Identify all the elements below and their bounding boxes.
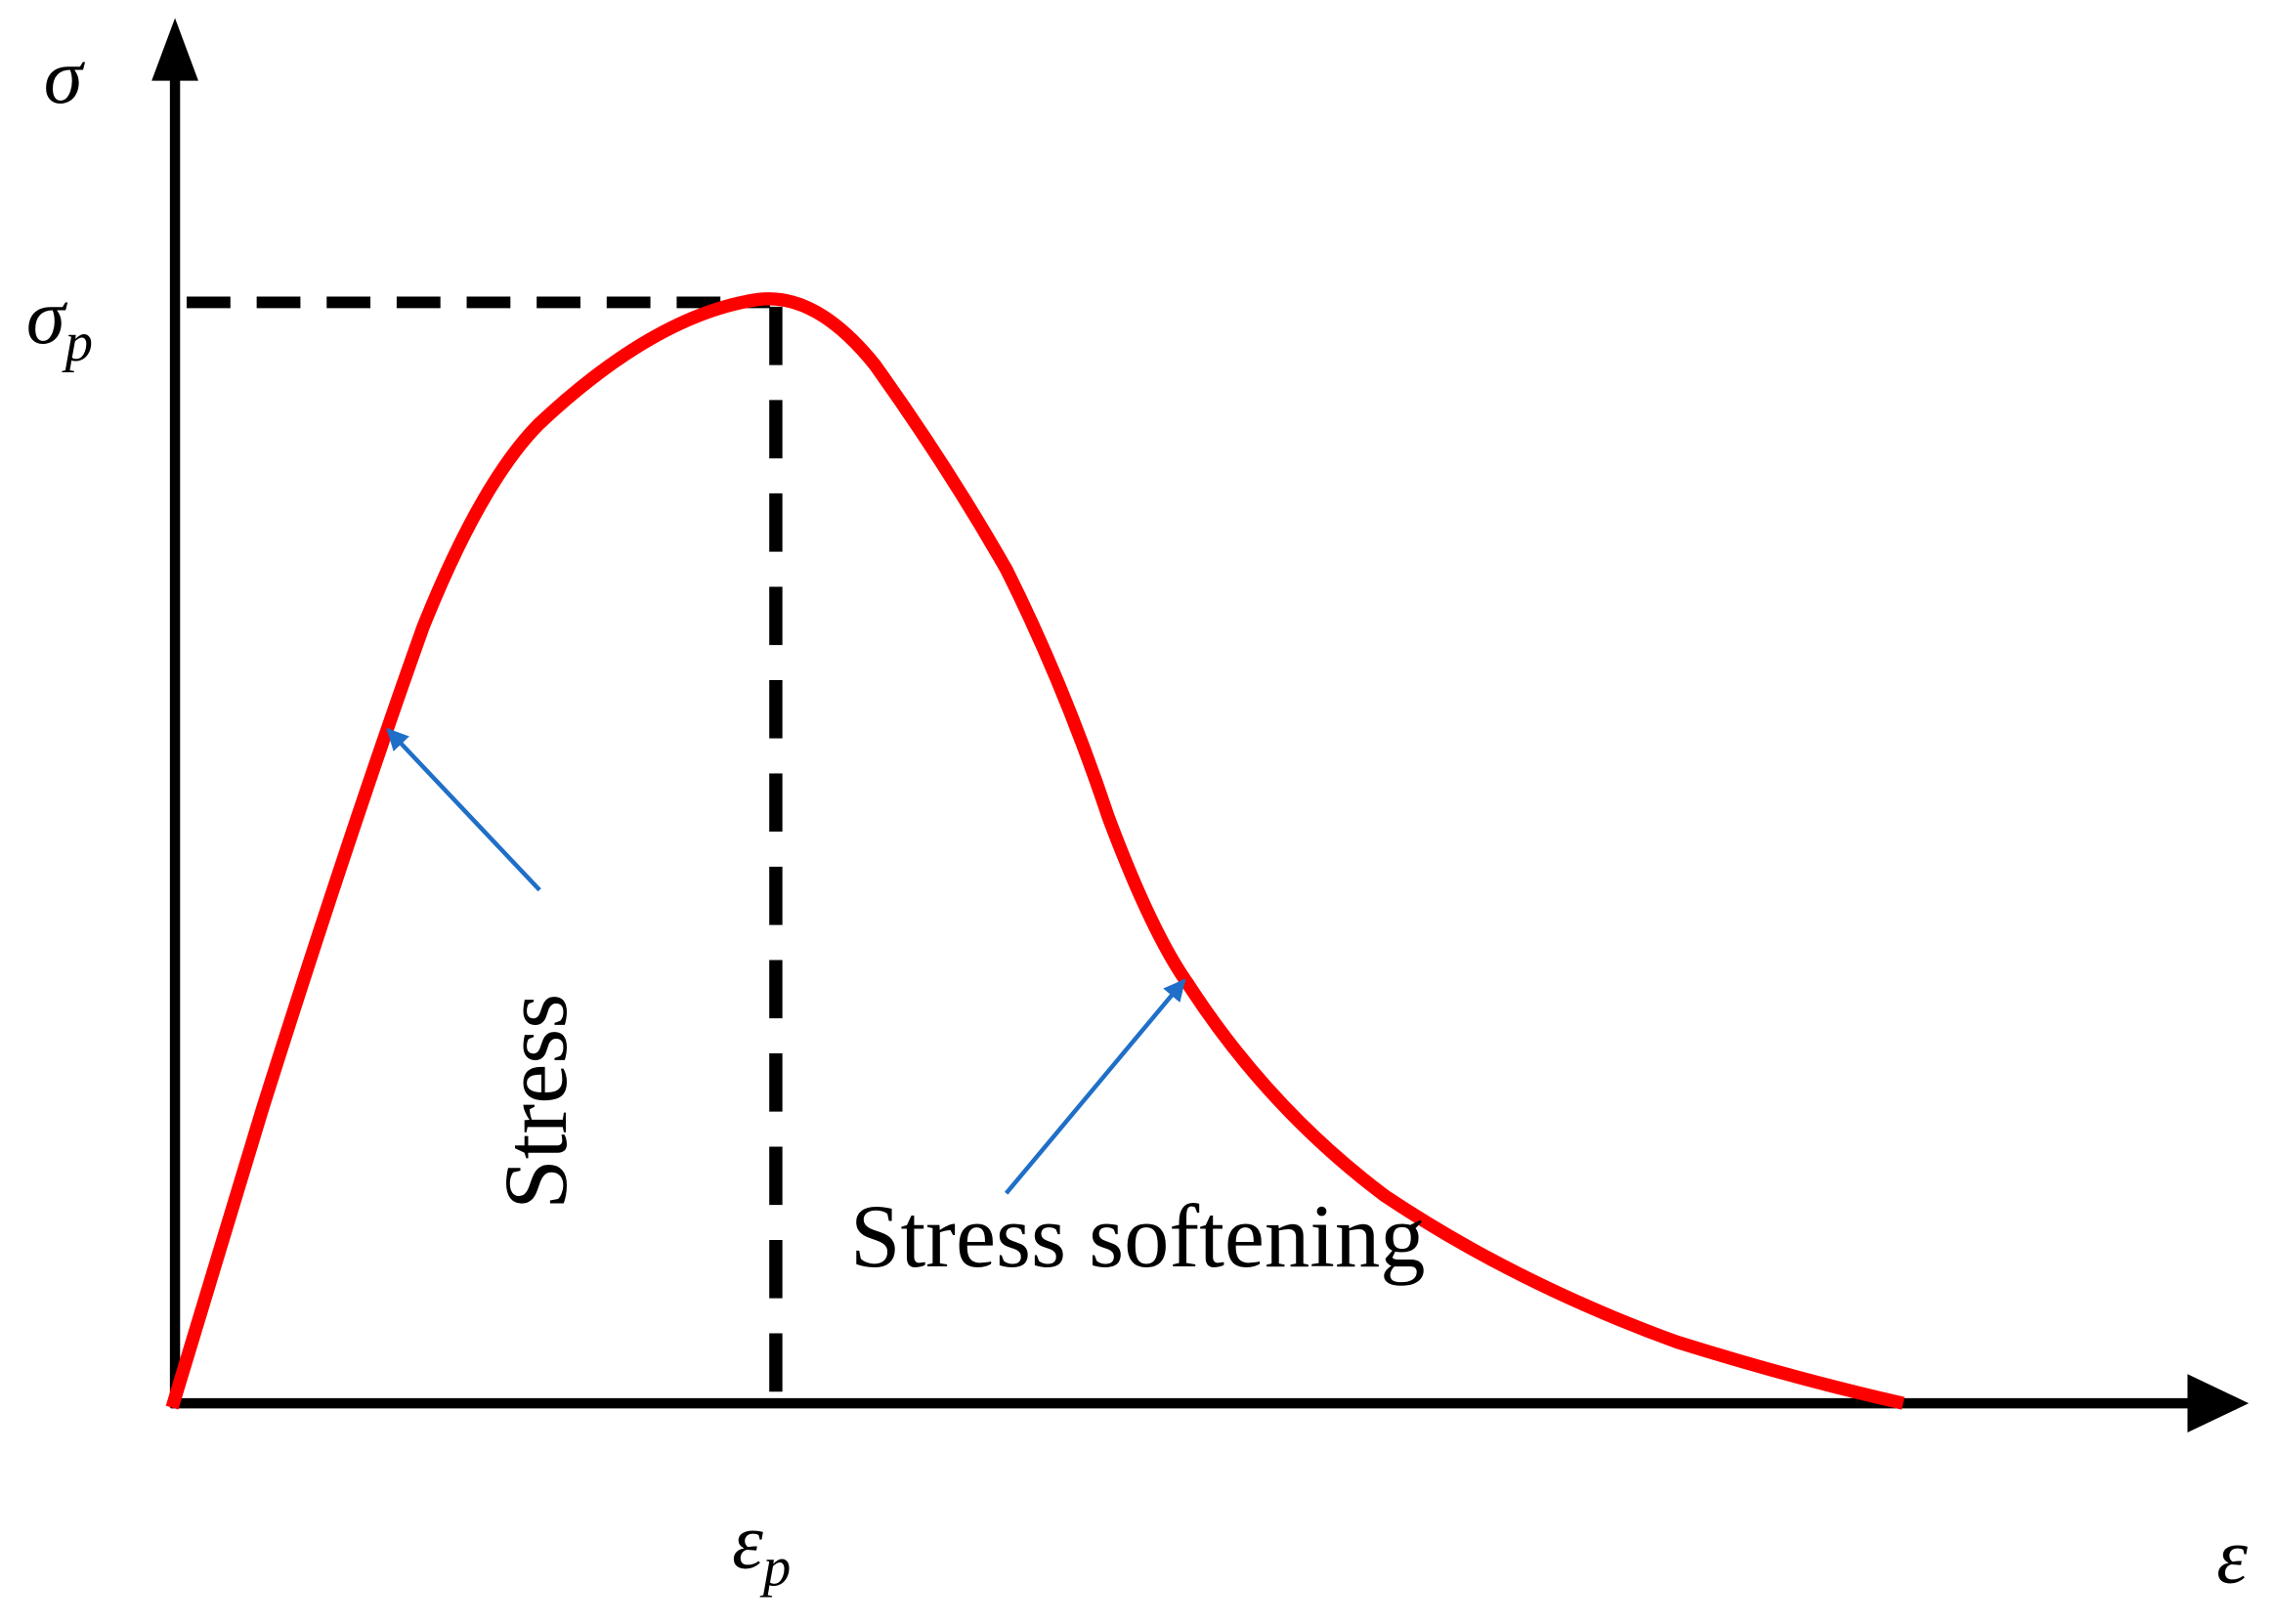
y-axis-label: σ <box>44 33 86 120</box>
stress-strain-curve <box>165 292 1905 1410</box>
softening-arrow <box>1004 978 1186 1195</box>
peak-strain-label: εp <box>732 1499 791 1599</box>
peak-stress-label: σp <box>26 274 93 373</box>
peak-stress-base: σ <box>26 274 68 361</box>
stress-arrow <box>386 728 541 892</box>
y-axis-arrow <box>151 18 198 81</box>
stress-annotation: Stress <box>487 994 586 1210</box>
peak-strain-base: ε <box>732 1499 763 1586</box>
softening-annotation: Stress softening <box>850 1187 1425 1287</box>
peak-strain-sub: p <box>759 1537 791 1599</box>
x-axis-label: ε <box>2216 1514 2248 1601</box>
x-axis-arrow <box>2187 1374 2250 1432</box>
peak-stress-sub: p <box>62 312 93 373</box>
